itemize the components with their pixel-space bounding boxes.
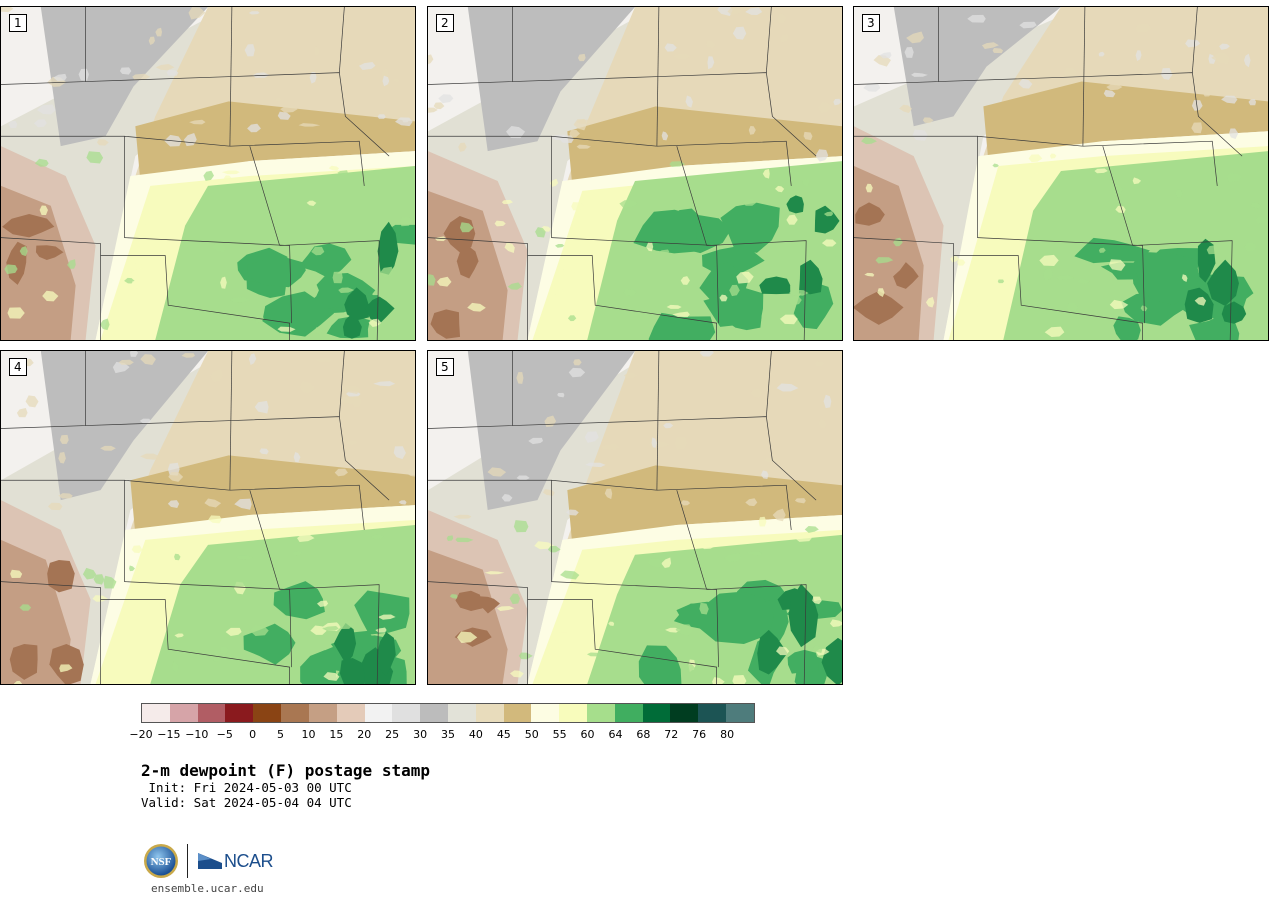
colorbar-cell: [392, 704, 421, 722]
ncar-logo-text: NCAR: [224, 850, 274, 871]
colorbar-cell: [420, 704, 448, 722]
colorbar-tick-label: 30: [413, 728, 428, 741]
dewpoint-colorbar: [141, 703, 755, 723]
colorbar-cell: [336, 704, 365, 722]
colorbar-cell: [614, 704, 643, 722]
valid-time: Valid: Sat 2024-05-04 04 UTC: [141, 795, 352, 810]
colorbar-cell: [670, 704, 699, 722]
colorbar-tick-label: 80: [720, 728, 735, 741]
colorbar-tick-label: 55: [552, 728, 567, 741]
colorbar-tick-label: −10: [185, 728, 209, 741]
colorbar-cell: [197, 704, 226, 722]
colorbar-cell: [142, 704, 170, 722]
panel-number: 4: [9, 358, 27, 376]
colorbar-tick-label: 72: [664, 728, 679, 741]
colorbar-ticks: −20 −15 −10 −5 0 5 10 15 20 25 30 35 40 45 50 55 60 64 68 7…: [129, 728, 755, 742]
logo-row: NSF NCAR: [143, 843, 274, 879]
colorbar-cell: [503, 704, 532, 722]
colorbar-cell: [447, 704, 476, 722]
colorbar-cell: [225, 704, 254, 722]
colorbar-tick-label: 68: [636, 728, 651, 741]
colorbar-tick-label: 25: [385, 728, 400, 741]
colorbar-tick-label: 76: [692, 728, 707, 741]
colorbar-tick-label: 15: [329, 728, 344, 741]
dewpoint-map: [428, 7, 842, 340]
colorbar-tick-label: 0: [249, 728, 257, 741]
colorbar-tick-label: 20: [357, 728, 372, 741]
stamp-panel-3: 3: [853, 6, 1269, 341]
panel-number: 5: [436, 358, 454, 376]
colorbar-cell: [559, 704, 587, 722]
colorbar-tick-label: 35: [441, 728, 455, 741]
site-url: ensemble.ucar.edu: [151, 882, 264, 895]
colorbar-tick-label: −20: [129, 728, 153, 741]
colorbar-cell: [364, 704, 393, 722]
dewpoint-map: [1, 7, 415, 340]
ncar-logo: NCAR: [197, 850, 274, 872]
colorbar-cell: [281, 704, 309, 722]
colorbar-tick-label: −15: [157, 728, 181, 741]
colorbar-tick-label: 50: [524, 728, 539, 741]
colorbar-tick-label: 45: [496, 728, 511, 741]
colorbar-tick-label: −5: [216, 728, 233, 741]
dewpoint-map: [1, 351, 415, 684]
colorbar-tick-label: 64: [608, 728, 623, 741]
colorbar-cell: [531, 704, 560, 722]
colorbar-cell: [169, 704, 198, 722]
stamp-panel-5: 5: [427, 350, 843, 685]
stamp-panel-1: 1: [0, 6, 416, 341]
colorbar-cell: [642, 704, 671, 722]
plot-title: 2-m dewpoint (F) postage stamp: [141, 761, 430, 780]
colorbar-cell: [587, 704, 615, 722]
dewpoint-map: [428, 351, 842, 684]
colorbar-cell: [726, 704, 754, 722]
colorbar-cell: [308, 704, 337, 722]
colorbar-tick-label: 60: [580, 728, 595, 741]
dewpoint-map: [854, 7, 1268, 340]
colorbar-cell: [253, 704, 282, 722]
colorbar-tick-label: 5: [277, 728, 285, 741]
panel-number: 2: [436, 14, 454, 32]
panel-number: 3: [862, 14, 880, 32]
colorbar-cell: [698, 704, 727, 722]
stamp-panel-2: 2: [427, 6, 843, 341]
nsf-globe-icon: NSF: [144, 844, 178, 878]
init-time: Init: Fri 2024-05-03 00 UTC: [141, 780, 352, 795]
colorbar-tick-label: 40: [468, 728, 483, 741]
ncar-wedge-icon: [198, 853, 222, 869]
logo-divider: [187, 844, 188, 878]
colorbar-tick-label: 10: [301, 728, 316, 741]
colorbar-cell: [475, 704, 504, 722]
nsf-logo-text: NSF: [151, 856, 172, 868]
panel-number: 1: [9, 14, 27, 32]
stamp-panel-4: 4: [0, 350, 416, 685]
